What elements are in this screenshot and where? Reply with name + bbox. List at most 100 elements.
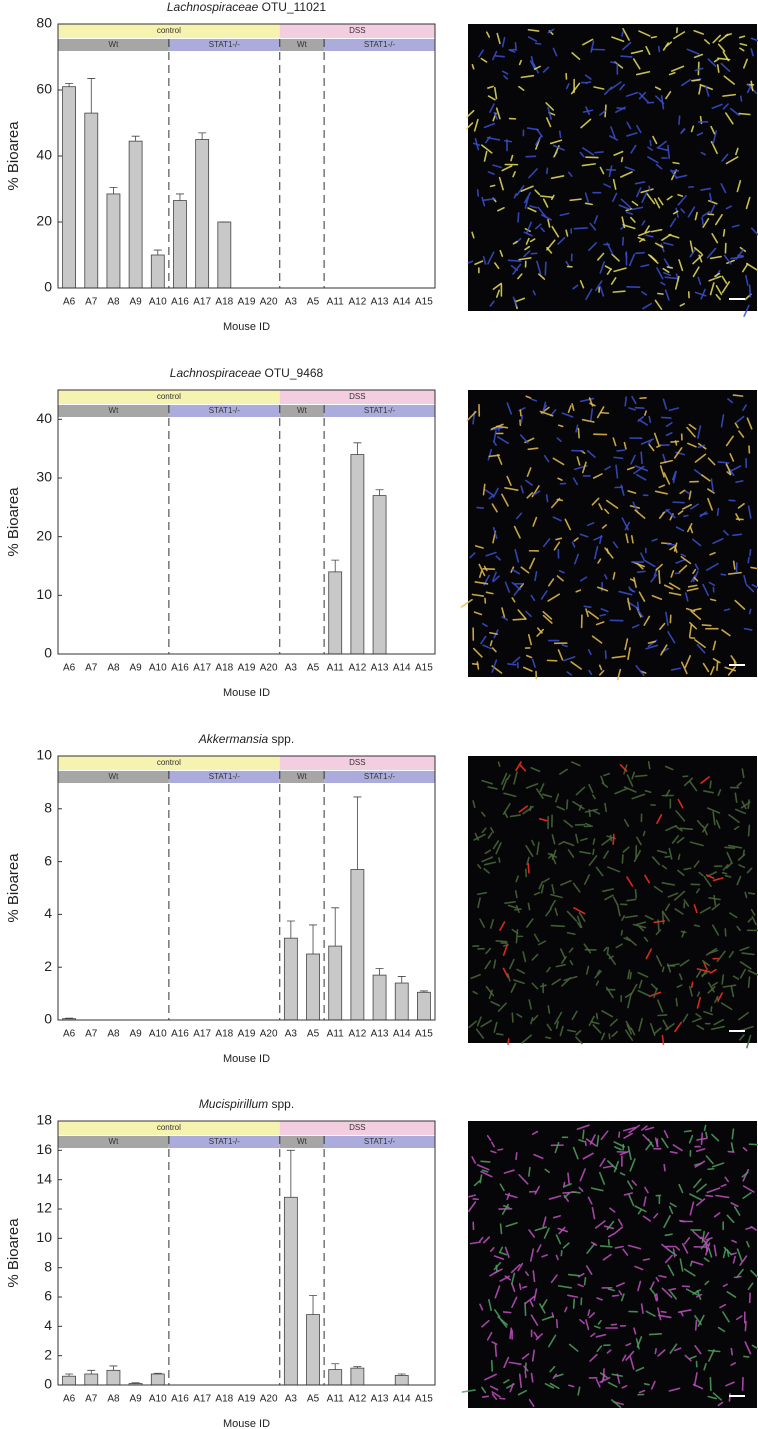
cell	[692, 266, 700, 278]
cell	[543, 454, 550, 463]
x-tick-label: A3	[285, 1029, 298, 1040]
cell	[610, 126, 616, 139]
cell	[545, 1036, 552, 1040]
cell	[735, 513, 741, 521]
y-axis-label: % Bioarea	[5, 121, 22, 191]
error-bar	[331, 1363, 340, 1370]
cell	[595, 1012, 599, 1020]
cell	[681, 1243, 689, 1254]
cell	[638, 1389, 646, 1394]
cell	[648, 253, 659, 264]
cell	[629, 971, 632, 980]
cell	[743, 304, 750, 318]
cell	[664, 1233, 673, 1237]
cell	[503, 75, 509, 80]
cell	[576, 1124, 590, 1130]
cell	[534, 42, 542, 45]
cell	[518, 59, 523, 66]
cell	[582, 38, 594, 46]
cell	[654, 198, 661, 209]
cell	[623, 1132, 633, 1139]
cell	[488, 989, 493, 1000]
cell	[482, 483, 486, 496]
cell	[647, 640, 656, 644]
cell	[540, 227, 545, 233]
cell	[495, 107, 501, 120]
cell	[712, 640, 717, 651]
cell	[672, 501, 685, 504]
cell	[545, 908, 552, 917]
cell	[594, 151, 604, 154]
cell	[484, 1373, 497, 1381]
cell	[504, 1246, 510, 1258]
cell	[515, 875, 519, 883]
cell	[624, 638, 629, 651]
error-bar	[375, 489, 384, 496]
cell	[611, 655, 626, 659]
cell	[650, 574, 658, 583]
cell	[712, 924, 720, 936]
cell	[525, 221, 532, 234]
cell	[673, 31, 686, 40]
cell	[511, 1282, 516, 1293]
cell	[682, 503, 692, 510]
cell	[685, 592, 689, 602]
cell	[709, 968, 717, 974]
cell	[575, 589, 582, 593]
cell	[623, 937, 631, 942]
cell	[656, 444, 662, 448]
bar	[84, 1373, 99, 1386]
x-tick-label: A9	[130, 1394, 143, 1405]
x-tick-label: A7	[85, 1029, 98, 1040]
y-tick-label: 0	[44, 1011, 52, 1027]
cell	[494, 262, 500, 270]
cell	[514, 297, 526, 303]
error-bar	[153, 249, 162, 255]
cell	[580, 118, 592, 129]
cell	[736, 875, 742, 886]
cell	[630, 983, 638, 996]
cell	[606, 269, 612, 275]
cell	[571, 541, 576, 548]
cell	[688, 490, 692, 500]
cell	[497, 1148, 504, 1151]
cell	[667, 1248, 678, 1257]
cell	[545, 494, 549, 503]
x-tick-label: A19	[238, 297, 256, 308]
x-tick-label: A20	[260, 297, 278, 308]
cell	[520, 485, 524, 494]
cell	[494, 1285, 501, 1299]
cell	[728, 950, 734, 958]
cell	[520, 74, 535, 79]
cell	[515, 929, 519, 944]
cell	[551, 978, 562, 986]
cell	[493, 1309, 501, 1318]
cell	[742, 1168, 750, 1182]
cell	[517, 212, 520, 223]
cell	[485, 551, 497, 557]
cell	[727, 844, 743, 849]
cell	[702, 662, 710, 673]
cell	[741, 1171, 749, 1178]
cell	[702, 218, 710, 228]
cell	[670, 570, 675, 578]
bar	[417, 991, 431, 1021]
cell	[474, 581, 489, 585]
cell	[484, 136, 491, 144]
cell	[618, 204, 630, 210]
cell	[554, 793, 560, 803]
cell	[654, 490, 668, 495]
cell	[534, 1185, 540, 1195]
cell	[620, 929, 624, 936]
cell	[694, 563, 699, 571]
group-header	[58, 756, 280, 770]
cell	[625, 936, 637, 946]
cell	[557, 237, 566, 245]
cell	[599, 1157, 606, 1167]
cell	[615, 1282, 625, 1288]
cell	[723, 75, 735, 85]
cell	[703, 1362, 707, 1371]
cell	[621, 31, 624, 37]
cell	[726, 851, 733, 865]
cell	[630, 50, 644, 55]
